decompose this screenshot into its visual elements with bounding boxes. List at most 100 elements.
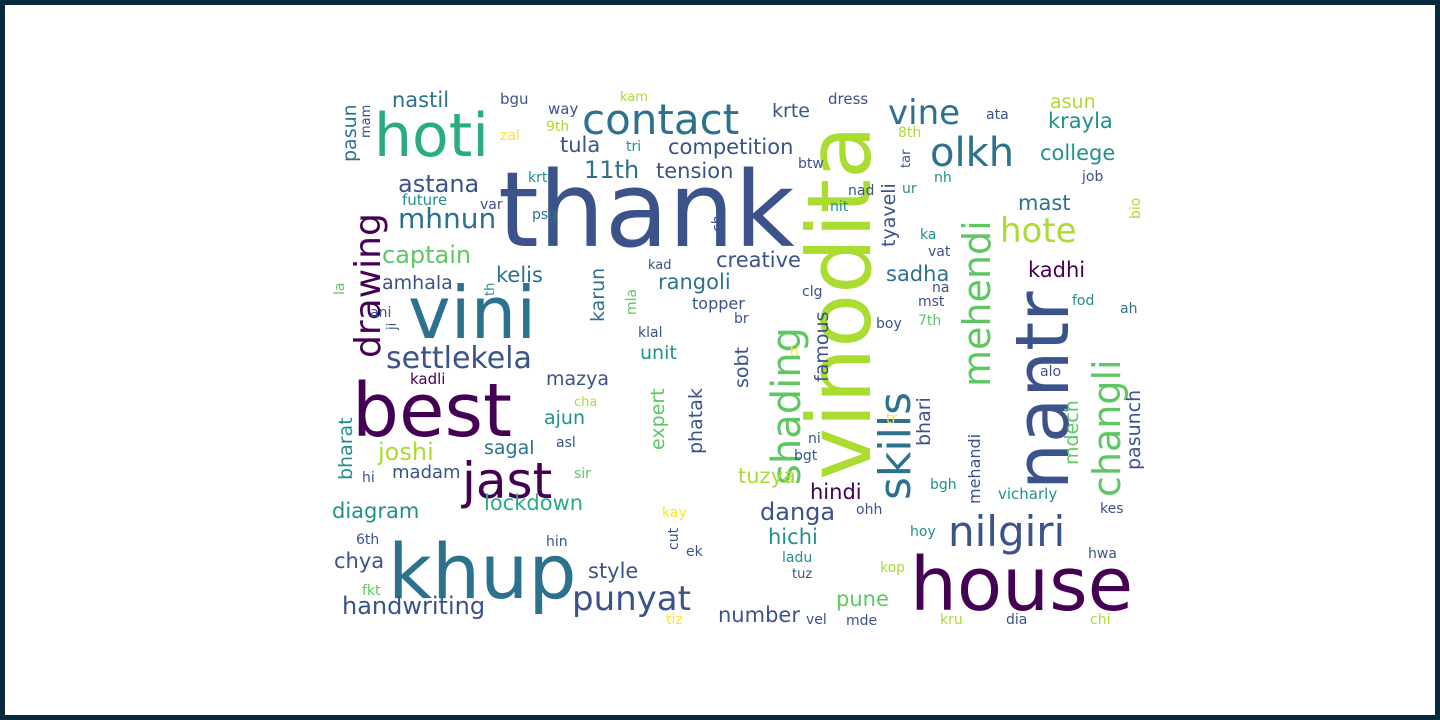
word-boy: boy <box>876 316 902 332</box>
word-mast: mast <box>1018 191 1071 215</box>
word-pasunch: pasunch <box>1123 390 1145 470</box>
word-unit: unit <box>640 342 677 364</box>
word-8th: 8th <box>898 125 921 141</box>
word-ladu: ladu <box>782 550 812 566</box>
word-ji: ji <box>385 323 400 331</box>
word-sir: sir <box>574 466 591 482</box>
word-bgu: bgu <box>500 90 529 108</box>
word-7th: 7th <box>918 313 941 329</box>
word-la: la <box>332 283 348 295</box>
word-11th: 11th <box>584 156 639 184</box>
word-bgh: bgh <box>930 477 957 493</box>
word-hin: hin <box>546 534 568 550</box>
word-asun: asun <box>1050 91 1096 113</box>
word-kru: kru <box>940 612 963 628</box>
word-dia: dia <box>1006 612 1027 628</box>
word-krt: krt <box>528 170 548 186</box>
word-zal: zal <box>500 128 520 144</box>
word-lockdown: lockdown <box>484 491 583 515</box>
word-kadhi: kadhi <box>1028 258 1085 282</box>
word-vini: vini <box>408 271 536 355</box>
word-bgt: bgt <box>794 448 818 464</box>
word-sobt: sobt <box>731 347 753 388</box>
word-changli: changli <box>1085 359 1129 497</box>
word-mla: mla <box>624 289 640 315</box>
word-college: college <box>1040 141 1115 165</box>
word-hoti: hoti <box>374 101 489 171</box>
word-ohh: ohh <box>856 502 882 518</box>
word-hoy: hoy <box>910 524 936 540</box>
word-nilgiri: nilgiri <box>948 507 1065 556</box>
word-nit: nit <box>830 199 849 215</box>
word-sagal: sagal <box>484 437 535 459</box>
word-th: th <box>483 283 498 296</box>
word-thank: thank <box>498 149 795 271</box>
word-best: best <box>352 368 512 454</box>
word-skills: skills <box>870 392 921 500</box>
word-mhnun: mhnun <box>398 202 496 235</box>
word-bharat: bharat <box>335 417 357 480</box>
word-house: house <box>910 542 1133 628</box>
word-tula: tula <box>560 133 600 157</box>
word-madam: madam <box>392 462 461 483</box>
word-ti: ti <box>790 345 799 360</box>
word-tar: tar <box>899 149 914 168</box>
word-fkt: fkt <box>362 583 381 599</box>
word-shading: shading <box>764 327 810 485</box>
word-vine: vine <box>888 93 960 133</box>
word-competition: competition <box>668 135 793 159</box>
word-captain: captain <box>382 241 471 269</box>
word-future: future <box>402 191 447 209</box>
word-hi: hi <box>362 470 375 486</box>
word-krayla: krayla <box>1048 109 1113 133</box>
word-cut: cut <box>666 527 682 550</box>
word-phatak: phatak <box>685 388 707 454</box>
word-tri: tri <box>626 139 641 155</box>
word-settlekela: settlekela <box>386 341 532 376</box>
word-kad: kad <box>648 258 672 273</box>
word-vinodita: vinodita <box>788 125 891 480</box>
word-handwriting: handwriting <box>342 592 485 620</box>
word-diagram: diagram <box>332 499 419 523</box>
word-na: na <box>932 280 949 296</box>
word-9th: 9th <box>546 119 569 135</box>
word-mdech: mdech <box>1061 400 1083 465</box>
word-danga: danga <box>760 498 835 526</box>
word-kam: kam <box>620 90 648 105</box>
word-creative: creative <box>716 248 801 272</box>
word-kes: kes <box>1100 501 1124 517</box>
word-bio: bio <box>1128 198 1144 219</box>
word-punyat: punyat <box>572 579 691 619</box>
word-nad: nad <box>848 183 874 199</box>
word-nantr: nantr <box>1000 291 1086 490</box>
word-olkh: olkh <box>930 130 1014 176</box>
word-cloud-canvas <box>5 5 1435 715</box>
word-klal: klal <box>638 325 662 341</box>
word-ni: ni <box>808 431 821 447</box>
word-kadli: kadli <box>410 370 445 388</box>
word-tr: tr <box>886 411 897 427</box>
word-chi: chi <box>1090 612 1110 628</box>
word-dress: dress <box>828 90 868 108</box>
word-contact: contact <box>582 95 739 144</box>
word-style: style <box>588 559 638 583</box>
word-cha: cha <box>574 395 597 410</box>
word-hwa: hwa <box>1088 546 1117 562</box>
word-asl: asl <box>556 435 576 451</box>
word-khup: khup <box>388 527 577 616</box>
word-ah: ah <box>1120 301 1137 317</box>
word-ek: ek <box>686 544 704 560</box>
word-mehandi: mehandi <box>965 434 984 504</box>
word-jast: jast <box>461 452 552 510</box>
word-mde: mde <box>846 613 877 629</box>
word-alo: alo <box>1040 364 1061 380</box>
word-kelis: kelis <box>496 263 543 287</box>
word-pune: pune <box>836 587 889 611</box>
word-tyaveli: tyaveli <box>878 183 900 247</box>
word-br: br <box>734 311 749 327</box>
word-ani: ani <box>370 305 391 321</box>
word-tuzya: tuzya <box>738 464 796 488</box>
word-tiz: tiz <box>666 612 683 628</box>
word-mehendi: mehendi <box>955 220 999 387</box>
